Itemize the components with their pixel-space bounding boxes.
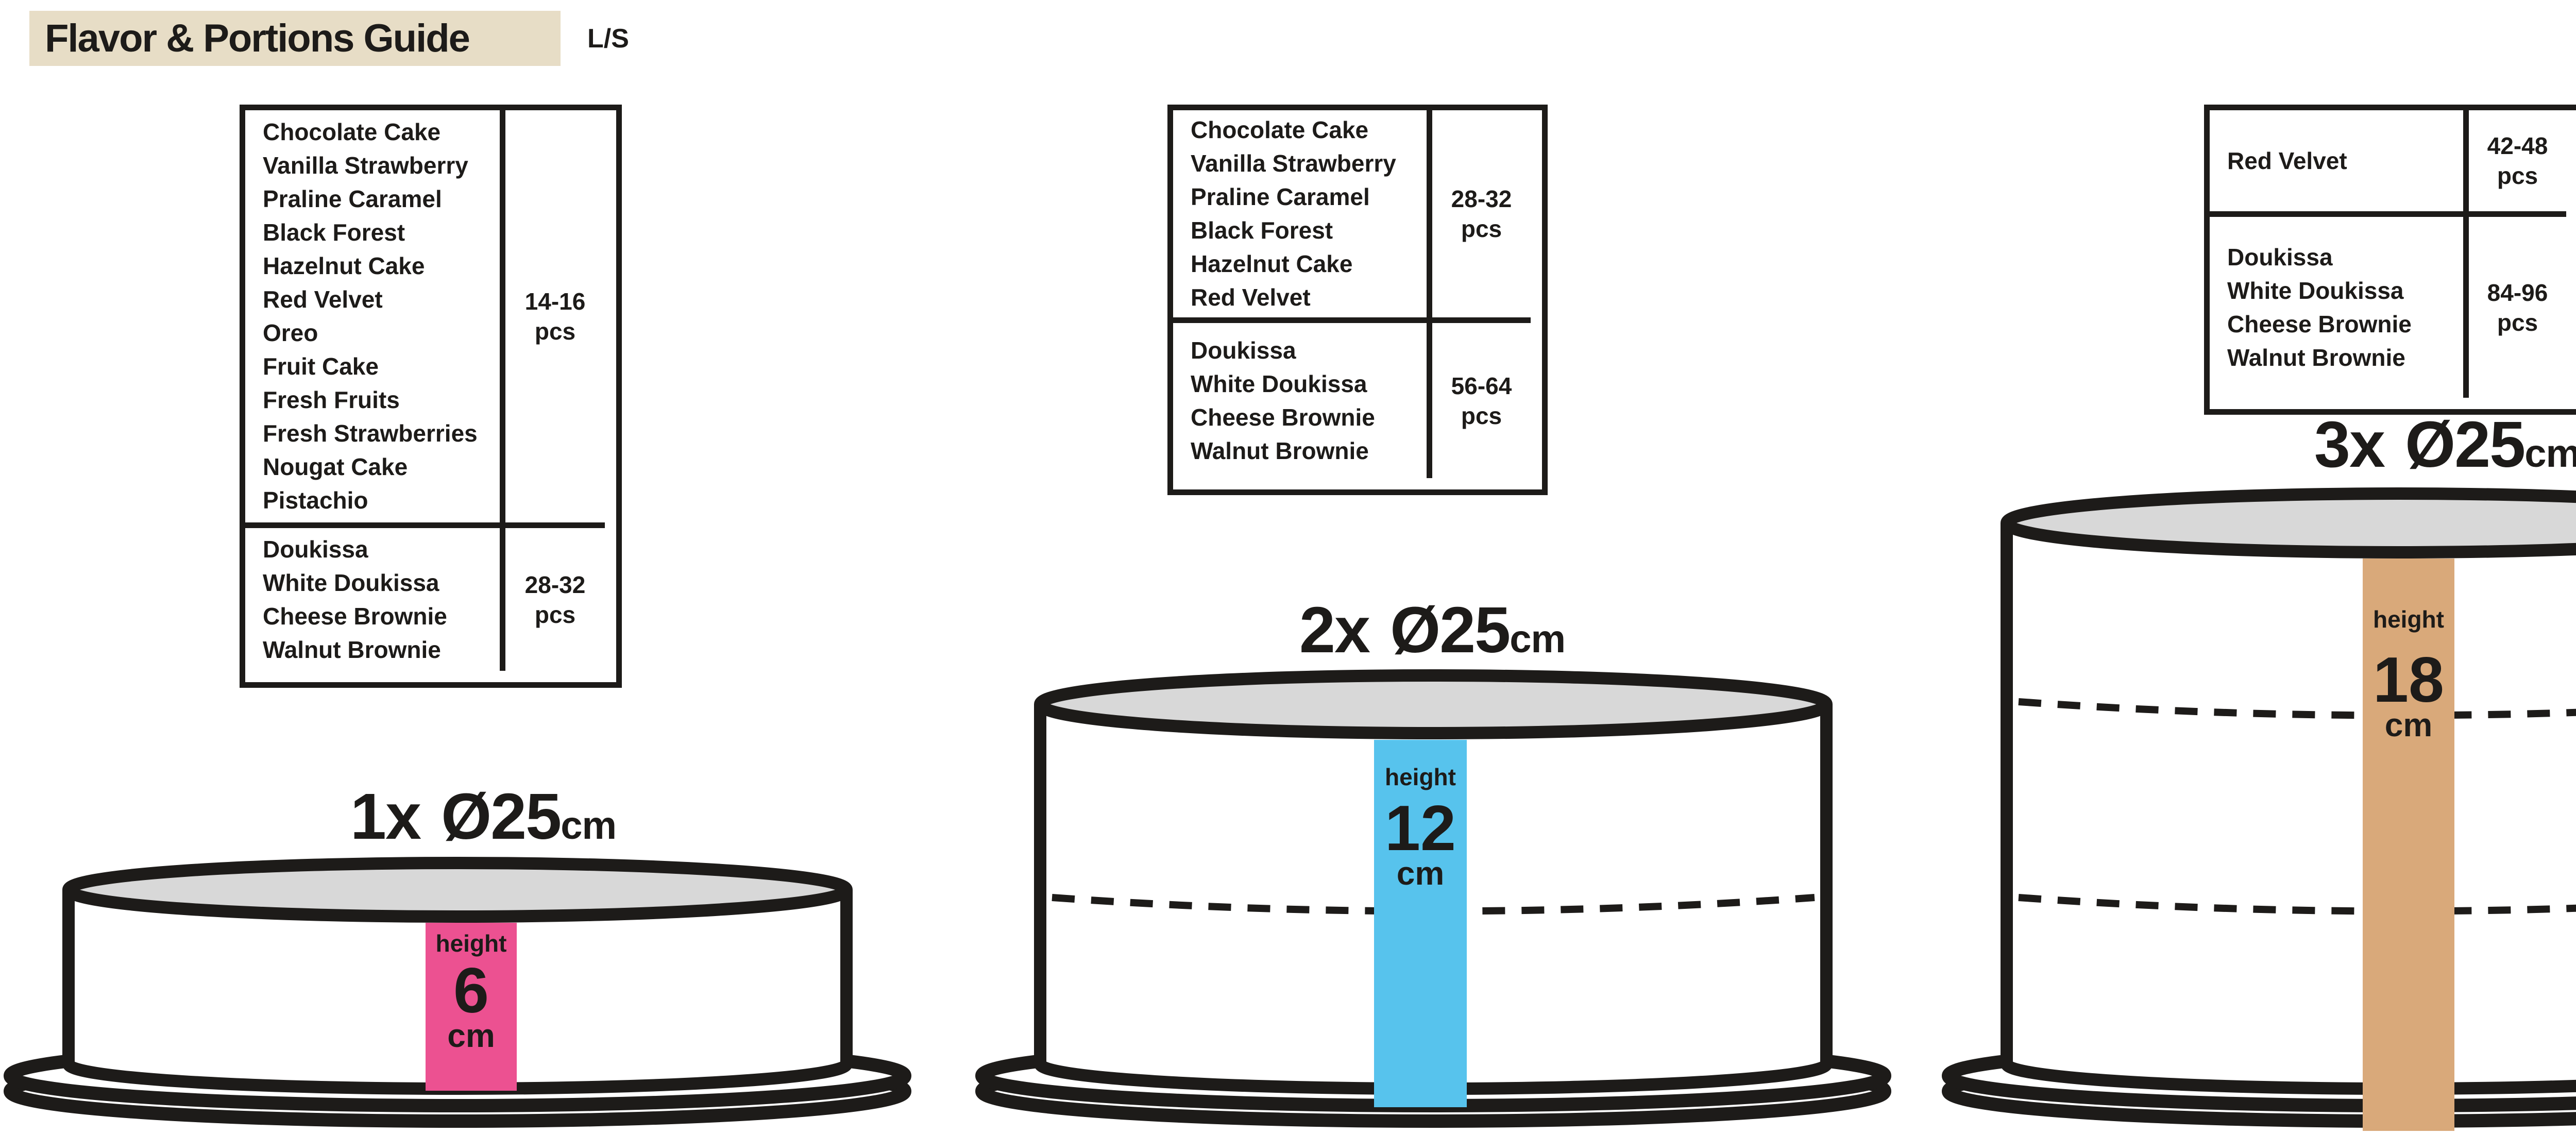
cake-1x-top — [62, 857, 853, 923]
cake-size-label-2x: 2x Ø25 cm — [1299, 593, 1566, 667]
height-bar-6cm: height 6 cm — [426, 923, 517, 1091]
portions-value: 28-32 — [1451, 185, 1512, 212]
portions-cell: 28-32 pcs — [1427, 110, 1531, 317]
tier-count: 1x — [350, 780, 421, 853]
height-bar-18cm: height 18 cm — [2363, 558, 2454, 1131]
portions-unit: pcs — [534, 601, 576, 628]
portions-cell: 42-48 pcs — [2463, 110, 2566, 211]
portions-table-2x: Chocolate Cake Vanilla Strawberry Pralin… — [1167, 105, 1548, 495]
portions-unit: pcs — [1461, 402, 1502, 429]
portions-value: 56-64 — [1451, 372, 1512, 399]
portions-unit: pcs — [534, 318, 576, 345]
portions-value: 84-96 — [2487, 279, 2548, 306]
height-unit: cm — [1396, 855, 1445, 892]
flavor-cell: Red Velvet — [2227, 147, 2347, 174]
portions-table-1x: Chocolate Cake Vanilla Strawberry Pralin… — [240, 105, 622, 688]
diameter-unit: cm — [1510, 617, 1566, 661]
portions-value: 28-32 — [524, 571, 586, 598]
tier-count: 3x — [2314, 408, 2385, 481]
portions-cell: 84-96 pcs — [2463, 211, 2566, 398]
page-title: Flavor & Portions Guide — [45, 16, 470, 60]
height-value: 6 — [453, 955, 489, 1026]
cake-2x-top — [1034, 669, 1833, 739]
flavor-cell: Chocolate Cake Vanilla Strawberry Pralin… — [263, 119, 478, 514]
flavor-cell: Chocolate Cake Vanilla Strawberry Pralin… — [1191, 116, 1396, 311]
cake-size-label-1x: 1x Ø25 cm — [350, 779, 617, 854]
portions-table-3x: Red Velvet 42-48 pcs Doukissa White Douk… — [2204, 105, 2576, 415]
diameter-unit: cm — [561, 804, 617, 848]
height-unit: cm — [2384, 706, 2433, 743]
height-unit: cm — [447, 1017, 495, 1054]
cake-3x-body — [2007, 523, 2576, 1089]
cake-size-label-3x: 3x Ø25 cm — [2314, 407, 2576, 482]
diameter-value: Ø25 — [2405, 408, 2526, 481]
diameter-value: Ø25 — [1390, 594, 1511, 666]
portions-unit: pcs — [1461, 215, 1502, 242]
portions-cell: 56-64 pcs — [1427, 317, 1531, 478]
flavor-cell: Doukissa White Doukissa Cheese Brownie W… — [245, 522, 500, 671]
portions-cell: 14-16 pcs — [500, 110, 605, 522]
flavor-cell: Doukissa White Doukissa Cheese Brownie W… — [1173, 317, 1427, 478]
diameter-unit: cm — [2524, 432, 2576, 476]
height-bar-12cm: height 12 cm — [1374, 740, 1467, 1107]
cake-3x-drawing — [1942, 487, 2576, 1128]
cake-2x-layer-divider — [1052, 894, 1815, 915]
height-word: height — [2373, 606, 2444, 633]
diameter-value: Ø25 — [441, 780, 562, 853]
portions-value: 14-16 — [524, 288, 586, 315]
portions-cell: 28-32 pcs — [500, 522, 605, 671]
height-word: height — [435, 930, 507, 957]
portions-unit: pcs — [2497, 309, 2538, 336]
height-value: 12 — [1385, 793, 1456, 864]
portions-value: 42-48 — [2487, 132, 2548, 159]
portions-unit: pcs — [2497, 162, 2538, 189]
cake-3x-top — [2001, 487, 2576, 558]
tier-count: 2x — [1299, 594, 1370, 666]
height-value: 18 — [2373, 645, 2444, 716]
size-code-tag: L/S — [587, 23, 629, 54]
height-word: height — [1385, 764, 1456, 790]
title-bar: Flavor & Portions Guide — [29, 11, 561, 66]
flavor-cell: Doukissa White Doukissa Cheese Brownie W… — [2210, 211, 2463, 398]
